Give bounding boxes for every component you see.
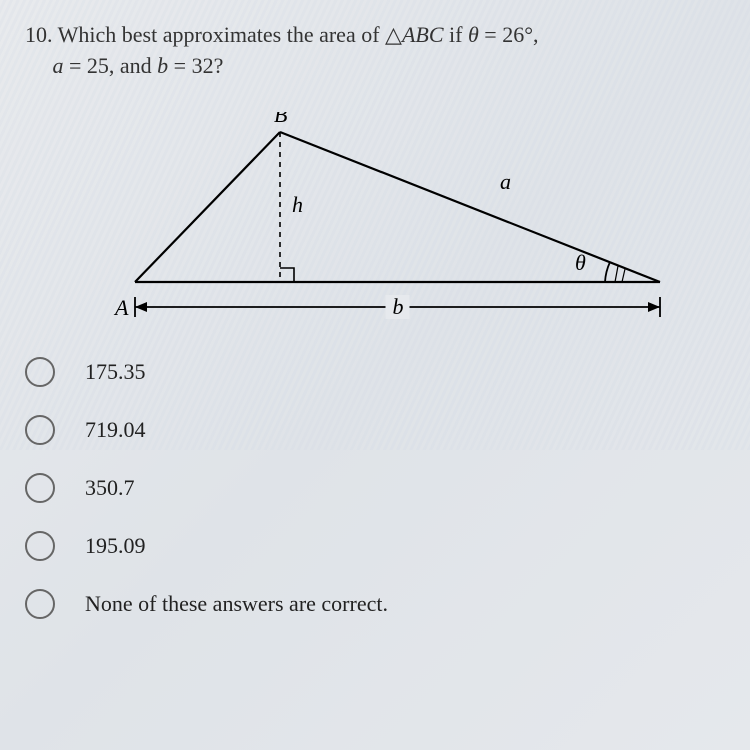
radio-icon[interactable] [25, 473, 55, 503]
question-text: 10. Which best approximates the area of … [25, 20, 725, 82]
question-p1: Which best approximates the area of △ [58, 22, 402, 47]
eq3: = 32? [168, 53, 223, 78]
option-row[interactable]: 719.04 [25, 415, 725, 445]
abc: ABC [402, 22, 444, 47]
options-list: 175.35 719.04 350.7 195.09 None of these… [25, 357, 725, 619]
radio-icon[interactable] [25, 415, 55, 445]
triangle-diagram: ABChabθ [105, 112, 725, 327]
option-row[interactable]: 350.7 [25, 473, 725, 503]
b-var: b [157, 53, 168, 78]
option-label: 195.09 [85, 533, 146, 559]
svg-text:θ: θ [575, 250, 586, 275]
svg-text:A: A [113, 295, 129, 320]
question-p2: if [444, 22, 468, 47]
option-label: 719.04 [85, 417, 146, 443]
option-row[interactable]: None of these answers are correct. [25, 589, 725, 619]
svg-text:B: B [274, 112, 287, 127]
svg-text:h: h [292, 192, 303, 217]
option-label: 350.7 [85, 475, 135, 501]
svg-text:a: a [500, 169, 511, 194]
radio-icon[interactable] [25, 589, 55, 619]
option-row[interactable]: 195.09 [25, 531, 725, 561]
eq1: = 26°, [479, 22, 539, 47]
question-number: 10. [25, 22, 53, 47]
triangle-svg: ABChabθ [105, 112, 665, 322]
option-label: 175.35 [85, 359, 146, 385]
svg-text:b: b [393, 294, 404, 319]
theta: θ [468, 22, 479, 47]
option-row[interactable]: 175.35 [25, 357, 725, 387]
option-label: None of these answers are correct. [85, 591, 388, 617]
radio-icon[interactable] [25, 357, 55, 387]
radio-icon[interactable] [25, 531, 55, 561]
a-var: a [53, 53, 64, 78]
eq2: = 25, and [64, 53, 158, 78]
